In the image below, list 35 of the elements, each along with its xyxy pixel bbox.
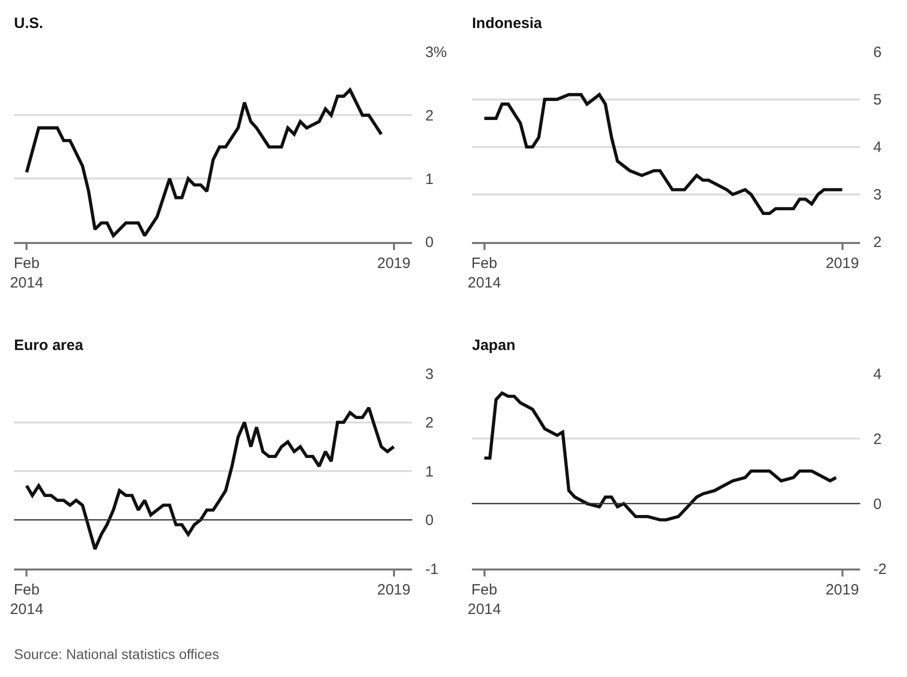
y-tick-label: 4	[873, 366, 882, 383]
chart-title: U.S.	[14, 15, 44, 32]
chart-title: Indonesia	[472, 15, 543, 32]
y-tick-label: 0	[873, 496, 882, 513]
line-series	[482, 391, 838, 522]
line-series	[482, 93, 844, 216]
x-tick-label: Feb 2014	[468, 582, 501, 618]
y-tick-label: 2	[873, 234, 882, 252]
source-note: Source: National statistics offices	[14, 646, 220, 662]
y-tick-label: 5	[873, 92, 882, 109]
x-tick-label: 2019	[826, 582, 859, 599]
y-tick-label: 4	[873, 139, 882, 156]
y-tick-label: 2	[425, 107, 434, 124]
x-tick-label: 2019	[377, 254, 410, 272]
x-tick-label: Feb 2014	[468, 254, 501, 292]
y-tick-label: 0	[425, 234, 434, 252]
y-tick-label: 0	[425, 512, 434, 530]
y-tick-label: 3	[425, 366, 434, 383]
y-tick-label: 6	[873, 44, 882, 62]
y-tick-label: 3%	[425, 44, 447, 62]
y-tick-label: -2	[873, 560, 887, 578]
line-series	[25, 406, 396, 551]
y-tick-label: 3	[873, 186, 882, 204]
y-tick-label: 2	[873, 430, 882, 448]
y-tick-label: -1	[425, 560, 439, 578]
x-tick-label: 2019	[826, 254, 859, 272]
x-tick-label: Feb 2014	[10, 582, 44, 618]
x-tick-label: 2019	[377, 582, 410, 599]
y-tick-label: 1	[425, 170, 434, 188]
x-tick-label: Feb 2014	[10, 254, 44, 292]
y-tick-label: 1	[425, 463, 434, 480]
chart-title: Japan	[472, 337, 516, 354]
y-tick-label: 2	[425, 414, 434, 432]
line-series	[25, 88, 383, 238]
chart-title: Euro area	[14, 337, 84, 354]
